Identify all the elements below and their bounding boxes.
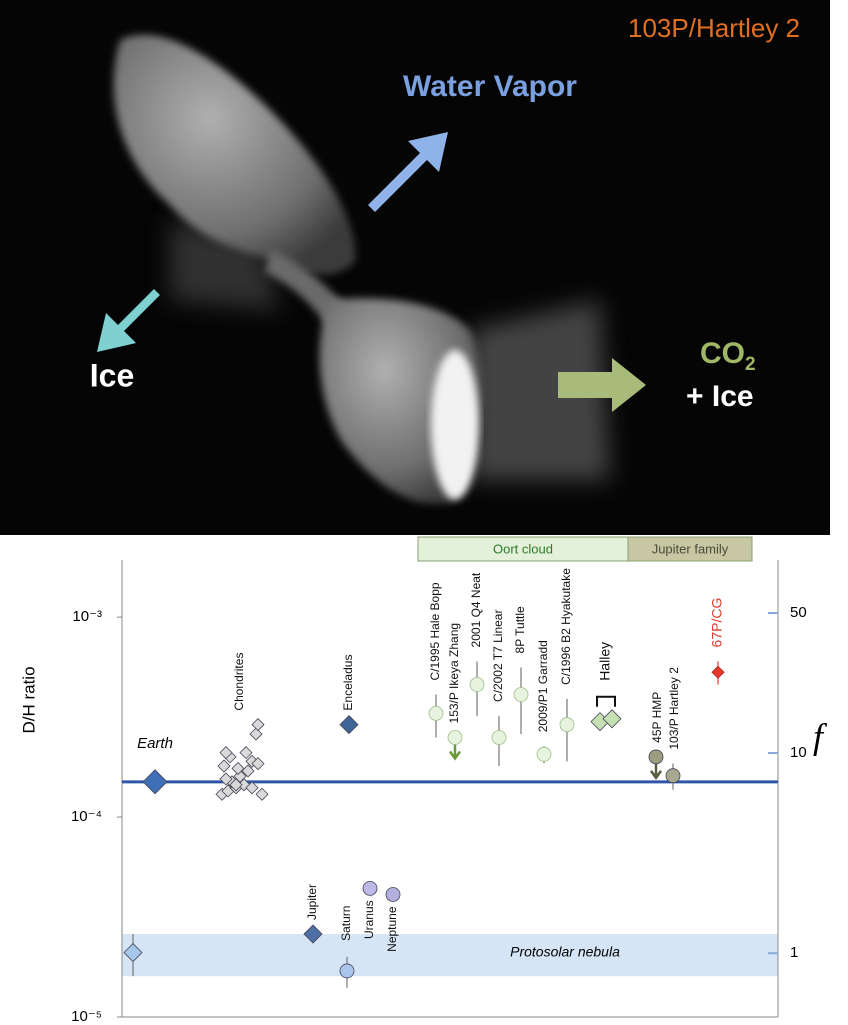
band-label: Protosolar nebula bbox=[510, 943, 620, 959]
circle-marker bbox=[385, 887, 401, 902]
circle-marker bbox=[648, 749, 664, 765]
co2-label: CO2 bbox=[700, 337, 756, 375]
group-box bbox=[627, 536, 753, 562]
point-label: 45P HMP bbox=[650, 692, 664, 743]
circle-marker bbox=[536, 746, 552, 762]
protosolar-band bbox=[122, 934, 778, 977]
y-tick-label: 10⁻³ bbox=[72, 608, 102, 625]
point-label: Jupiter bbox=[305, 884, 319, 920]
point-label: Enceladus bbox=[341, 655, 355, 711]
diamond-marker bbox=[711, 665, 725, 679]
point-label: Earth bbox=[137, 735, 173, 752]
circle-marker bbox=[469, 677, 485, 692]
diamond-marker bbox=[123, 943, 143, 963]
photo-title: 103P/Hartley 2 bbox=[628, 13, 800, 43]
diamond-marker bbox=[303, 924, 323, 944]
diamond-marker bbox=[217, 759, 231, 773]
point-label: Halley bbox=[597, 642, 613, 681]
point-label: 2001 Q4 Neat bbox=[469, 572, 483, 647]
diamond-marker bbox=[245, 781, 259, 795]
group-box bbox=[417, 536, 629, 562]
diamond-marker bbox=[219, 772, 233, 786]
ice-arrow bbox=[97, 289, 160, 352]
circle-marker bbox=[665, 768, 681, 784]
circle-marker bbox=[428, 705, 444, 721]
point-label: 103/P Hartley 2 bbox=[667, 667, 681, 750]
diamond-marker bbox=[219, 746, 233, 760]
chart: D/H ratio f Oort cloud Jupiter family 10⁻³… bbox=[19, 536, 828, 1025]
diamond-marker bbox=[229, 778, 243, 792]
point-label: C/2002 T7 Linear bbox=[491, 610, 505, 703]
y2-tick-label: 50 bbox=[790, 604, 807, 621]
upper-limit-arrow bbox=[649, 762, 663, 781]
diamond-marker bbox=[339, 715, 359, 735]
circle-marker bbox=[339, 963, 355, 979]
point-label: Uranus bbox=[362, 900, 376, 939]
diamond-marker bbox=[239, 746, 253, 760]
diamond-marker bbox=[231, 761, 245, 776]
y-tick-label: 10⁻⁴ bbox=[71, 808, 102, 825]
co2-ice-label: + Ice bbox=[686, 380, 754, 413]
co2-arrow bbox=[558, 358, 646, 412]
upper-limit-arrow bbox=[448, 743, 462, 761]
point-label: 153/P Ikeya Zhang bbox=[447, 623, 461, 724]
water-vapor-label: Water Vapor bbox=[403, 70, 577, 103]
co2-text: CO bbox=[700, 337, 745, 370]
bright-rim bbox=[431, 350, 479, 500]
circle-marker bbox=[491, 730, 507, 745]
water-vapor-arrow bbox=[368, 132, 448, 212]
y2-tick-label: 1 bbox=[790, 944, 798, 961]
circle-marker bbox=[447, 730, 463, 745]
diamond-marker bbox=[249, 727, 263, 741]
point-label: 67P/CG bbox=[709, 598, 725, 648]
neck bbox=[265, 250, 345, 330]
diamond-marker bbox=[602, 709, 622, 729]
diamond-marker bbox=[255, 787, 269, 801]
point-label: C/1996 B2 Hyakutake bbox=[559, 568, 573, 685]
point-label: Neptune bbox=[385, 906, 399, 952]
circle-marker bbox=[513, 687, 529, 702]
comet-photo: 103P/Hartley 2 Water Vapor Ice CO2 + Ice bbox=[0, 0, 830, 535]
circle-marker bbox=[559, 717, 575, 732]
y-axis-label: D/H ratio bbox=[19, 666, 38, 733]
circle-marker bbox=[362, 880, 378, 896]
diamond-marker bbox=[142, 769, 168, 795]
point-label: Chondrites bbox=[232, 653, 246, 711]
ice-label: Ice bbox=[90, 357, 134, 393]
point-label: C/1995 Hale Bopp bbox=[428, 582, 442, 680]
co2-subscript: 2 bbox=[745, 354, 756, 375]
point-label: 2009/P1 Garradd bbox=[536, 640, 550, 732]
y2-axis-label: f bbox=[813, 716, 828, 756]
group-label: Jupiter family bbox=[652, 541, 729, 556]
y2-tick-label: 10 bbox=[790, 744, 807, 761]
y-tick-label: 10⁻⁵ bbox=[71, 1008, 102, 1025]
upper-lobe bbox=[113, 34, 356, 275]
diamond-marker bbox=[251, 757, 265, 771]
point-label: 8P Tuttle bbox=[513, 606, 527, 653]
point-label: Saturn bbox=[339, 906, 353, 941]
group-label: Oort cloud bbox=[493, 541, 553, 556]
diamond-marker bbox=[251, 718, 265, 732]
halley-bracket bbox=[596, 695, 616, 707]
